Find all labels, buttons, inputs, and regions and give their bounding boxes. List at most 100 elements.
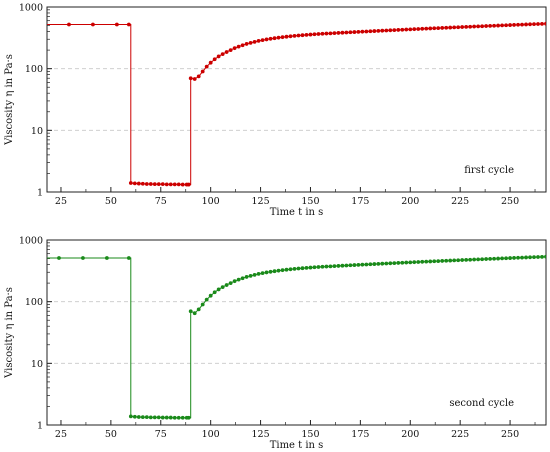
data-point (164, 182, 169, 187)
data-point (392, 261, 397, 266)
plot-frame (46, 239, 547, 426)
data-point (208, 293, 213, 298)
data-point (328, 31, 333, 36)
data-point (464, 24, 469, 29)
data-point (344, 30, 349, 35)
data-point (400, 27, 405, 32)
data-point (428, 26, 433, 31)
x-axis-label: Time t in s (270, 440, 324, 451)
data-point (288, 267, 293, 272)
x-tick-label: 225 (451, 196, 469, 207)
data-point (264, 270, 269, 275)
data-point (452, 258, 457, 263)
data-point (256, 39, 261, 43)
data-point (448, 25, 453, 30)
data-point (340, 30, 345, 35)
y-tick-label: 10 (31, 126, 43, 137)
x-tick-label: 25 (55, 196, 67, 207)
data-point (312, 265, 317, 270)
x-tick-label: 100 (202, 429, 220, 440)
data-point (186, 415, 191, 420)
data-point (140, 181, 145, 186)
x-tick-label: 175 (351, 196, 369, 207)
data-point (224, 50, 229, 54)
data-point (392, 28, 397, 33)
data-point (528, 22, 532, 27)
data-point (520, 255, 524, 260)
data-point (532, 22, 536, 27)
data-point (186, 182, 191, 187)
x-tick-label: 50 (105, 429, 117, 440)
data-point (216, 54, 221, 59)
data-point (260, 271, 265, 276)
data-point (348, 30, 353, 35)
data-point (332, 31, 337, 36)
data-point (356, 29, 361, 34)
data-point (280, 35, 285, 40)
data-point (308, 265, 313, 270)
data-point (264, 37, 269, 42)
data-point (172, 182, 177, 187)
data-point (228, 281, 233, 286)
data-point (320, 31, 325, 36)
data-point (144, 182, 149, 186)
data-point (252, 39, 257, 44)
data-point (436, 259, 441, 263)
y-tick-label: 1000 (19, 3, 43, 14)
y-tick-label: 1 (37, 421, 43, 432)
series-line (47, 23, 546, 186)
data-point (104, 256, 109, 260)
data-point (424, 26, 429, 31)
data-point (244, 42, 249, 46)
data-point (324, 31, 329, 36)
data-point (336, 31, 341, 35)
data-point (524, 22, 528, 27)
data-point (240, 43, 245, 48)
data-point (444, 25, 449, 30)
data-point (528, 255, 532, 260)
data-point (248, 40, 253, 45)
data-point (144, 415, 149, 420)
data-point (300, 266, 305, 271)
data-point (480, 24, 485, 29)
x-tick-label: 200 (401, 429, 419, 440)
data-point (260, 38, 265, 43)
data-point (224, 283, 229, 287)
data-point (336, 264, 341, 268)
data-point (372, 29, 377, 33)
data-point (516, 22, 520, 27)
data-point (220, 52, 225, 57)
data-point (67, 22, 71, 27)
x-tick-label: 75 (155, 429, 167, 440)
data-point (416, 27, 421, 31)
data-point (180, 182, 185, 187)
data-point (496, 256, 500, 261)
data-point (332, 264, 337, 269)
data-point (148, 182, 153, 186)
data-point (544, 21, 546, 26)
y-tick-label: 1 (37, 188, 43, 199)
y-axis-label: Viscosity η in Pa·s (4, 287, 15, 379)
data-point (464, 257, 469, 262)
data-point (512, 23, 516, 27)
data-point (408, 260, 413, 265)
series-line (47, 256, 546, 419)
data-point (312, 32, 317, 37)
data-point (220, 285, 225, 290)
data-point (536, 255, 540, 259)
data-point (428, 259, 433, 264)
data-point (192, 311, 197, 316)
data-point (364, 29, 369, 34)
data-point (126, 256, 131, 260)
cycle-annotation: first cycle (464, 165, 514, 176)
data-point (256, 272, 261, 276)
data-point (460, 25, 465, 29)
data-point (276, 35, 281, 40)
data-point (472, 24, 477, 29)
x-tick-label: 175 (351, 429, 369, 440)
data-point (516, 255, 520, 260)
data-point (504, 256, 508, 261)
data-point (340, 263, 345, 268)
data-point (272, 36, 277, 41)
